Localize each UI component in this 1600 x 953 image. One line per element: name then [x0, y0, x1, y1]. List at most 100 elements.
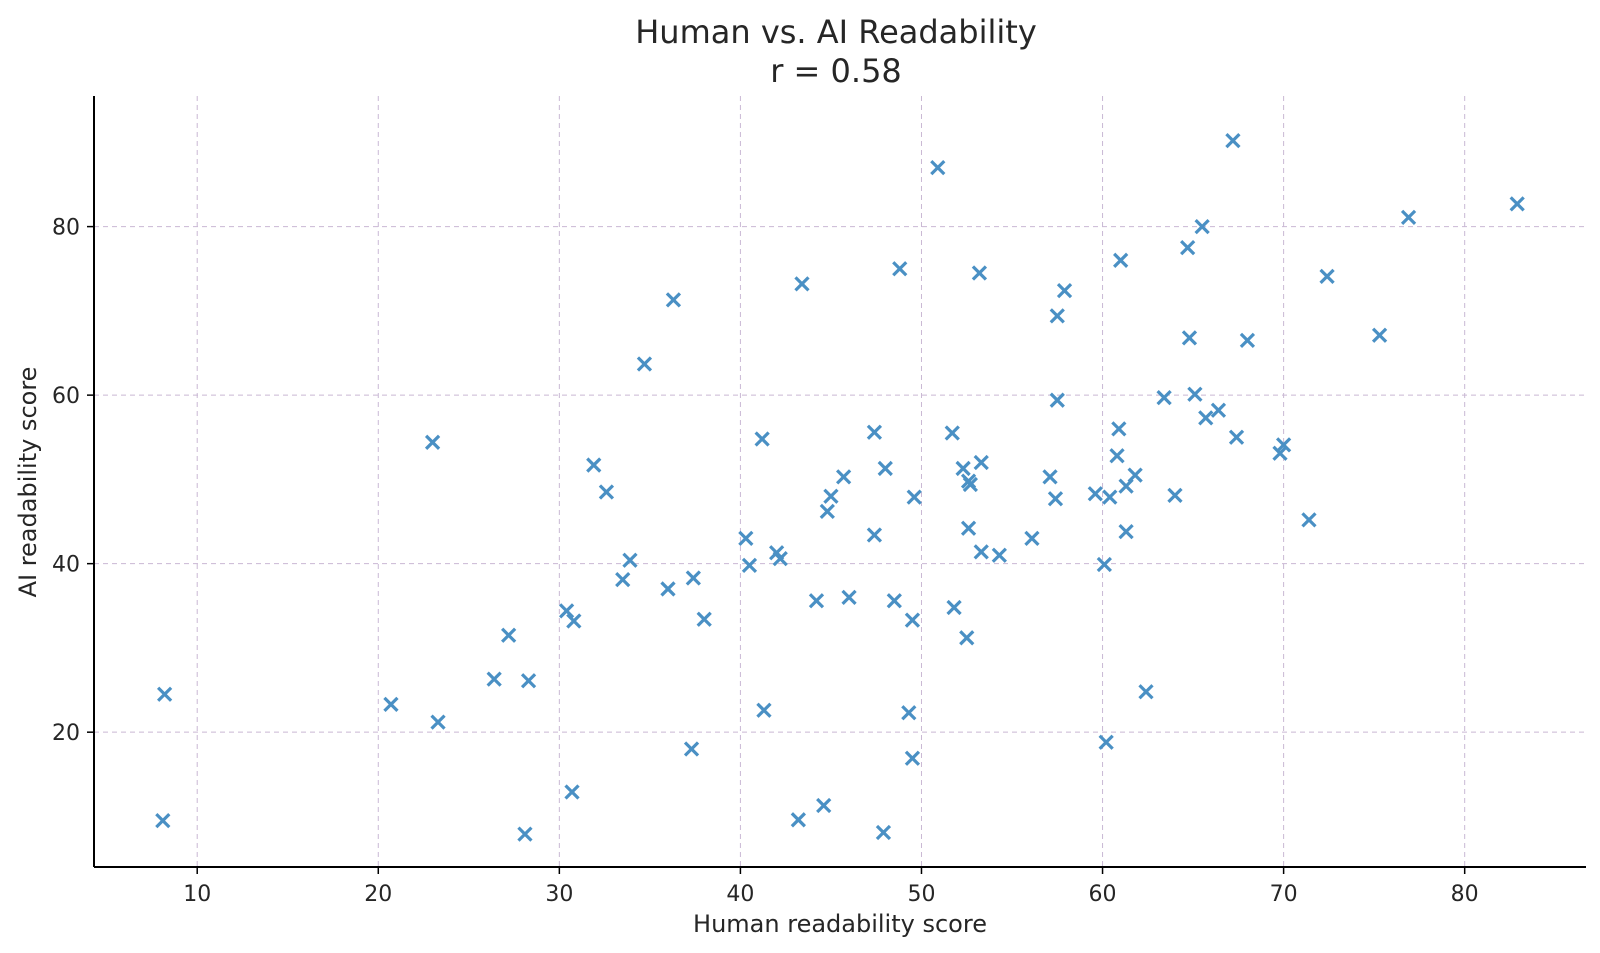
- data-point: [660, 581, 676, 597]
- data-point: [906, 489, 922, 505]
- data-point: [383, 696, 399, 713]
- data-point: [973, 544, 989, 560]
- data-point: [901, 705, 917, 721]
- data-point: [741, 557, 758, 573]
- data-point: [971, 265, 988, 281]
- data-point: [1087, 486, 1103, 502]
- data-point: [683, 741, 700, 757]
- data-point: [1194, 218, 1210, 235]
- data-point: [1301, 512, 1317, 528]
- data-point: [835, 469, 852, 485]
- x-tick-label: 20: [364, 882, 392, 907]
- data-point: [1167, 487, 1183, 504]
- data-point: [1056, 283, 1073, 299]
- data-point: [1239, 332, 1256, 348]
- data-point: [665, 292, 682, 308]
- data-point: [1228, 429, 1245, 445]
- data-point: [738, 530, 754, 547]
- data-points: [155, 133, 1525, 842]
- data-point: [790, 812, 806, 828]
- data-point: [1156, 390, 1172, 406]
- y-tick-label: 80: [52, 216, 80, 241]
- data-point: [973, 454, 989, 471]
- x-tick-label: 40: [726, 882, 754, 907]
- x-axis-label: Human readability score: [693, 910, 987, 938]
- data-point: [877, 460, 893, 477]
- data-point: [875, 824, 892, 841]
- data-point: [1113, 252, 1129, 268]
- data-point: [794, 276, 810, 292]
- data-point: [558, 603, 575, 619]
- y-tick-label: 40: [52, 553, 80, 578]
- data-point: [685, 570, 701, 586]
- data-point: [520, 673, 537, 689]
- data-point: [622, 552, 638, 568]
- data-point: [598, 484, 615, 500]
- data-point: [424, 434, 441, 450]
- data-point: [430, 714, 446, 730]
- data-point: [586, 457, 602, 473]
- data-point: [1180, 240, 1196, 256]
- data-point: [808, 593, 825, 609]
- data-point: [1198, 410, 1214, 426]
- data-point: [636, 356, 653, 372]
- y-axis-label: AI readability score: [14, 367, 42, 598]
- data-point: [866, 527, 883, 543]
- data-point: [991, 547, 1007, 563]
- data-point: [886, 593, 902, 609]
- data-point: [564, 784, 580, 800]
- x-tick-label: 80: [1451, 882, 1479, 907]
- axis-ticks: 10 20 30 40 50 60 70 80 20 40 60 80: [52, 216, 1479, 907]
- data-point: [486, 671, 502, 687]
- data-point: [501, 627, 517, 643]
- data-point: [754, 431, 770, 447]
- x-tick-label: 50: [907, 882, 935, 907]
- data-point: [1109, 448, 1125, 464]
- data-point: [1225, 133, 1241, 149]
- data-point: [1210, 402, 1227, 418]
- data-point: [517, 826, 533, 842]
- data-point: [816, 797, 832, 814]
- data-point: [1272, 445, 1288, 461]
- y-tick-label: 60: [52, 384, 80, 409]
- data-point: [1181, 330, 1198, 346]
- data-point: [1138, 684, 1154, 700]
- chart-title: Human vs. AI Readability: [635, 13, 1037, 51]
- data-point: [904, 750, 921, 766]
- data-point: [1049, 392, 1065, 408]
- data-point: [1024, 530, 1040, 547]
- data-point: [930, 159, 946, 176]
- data-point: [1102, 489, 1118, 505]
- data-point: [1111, 421, 1127, 437]
- data-point: [1096, 556, 1112, 573]
- data-point: [1118, 524, 1134, 540]
- data-point: [1187, 386, 1203, 402]
- data-point: [756, 702, 772, 718]
- data-point: [1400, 209, 1417, 225]
- data-point: [1047, 491, 1064, 507]
- data-point: [946, 599, 962, 616]
- data-point: [960, 520, 977, 536]
- y-tick-label: 20: [52, 721, 80, 746]
- x-tick-label: 70: [1270, 882, 1298, 907]
- data-point: [841, 589, 857, 605]
- data-point: [866, 424, 883, 440]
- data-point: [615, 572, 631, 588]
- data-point: [1127, 467, 1143, 483]
- chart-subtitle: r = 0.58: [770, 52, 902, 90]
- data-point: [959, 630, 975, 646]
- data-point: [1319, 268, 1335, 284]
- data-point: [819, 503, 835, 520]
- grid-lines: [94, 96, 1586, 867]
- data-point: [1042, 469, 1058, 485]
- data-point: [904, 612, 921, 628]
- data-point: [955, 460, 971, 477]
- data-point: [1509, 196, 1525, 212]
- x-tick-label: 30: [545, 882, 573, 907]
- data-point: [944, 425, 960, 441]
- data-point: [1049, 308, 1065, 324]
- data-point: [696, 611, 712, 627]
- data-point: [155, 813, 171, 829]
- x-tick-label: 60: [1089, 882, 1117, 907]
- data-point: [1275, 437, 1292, 453]
